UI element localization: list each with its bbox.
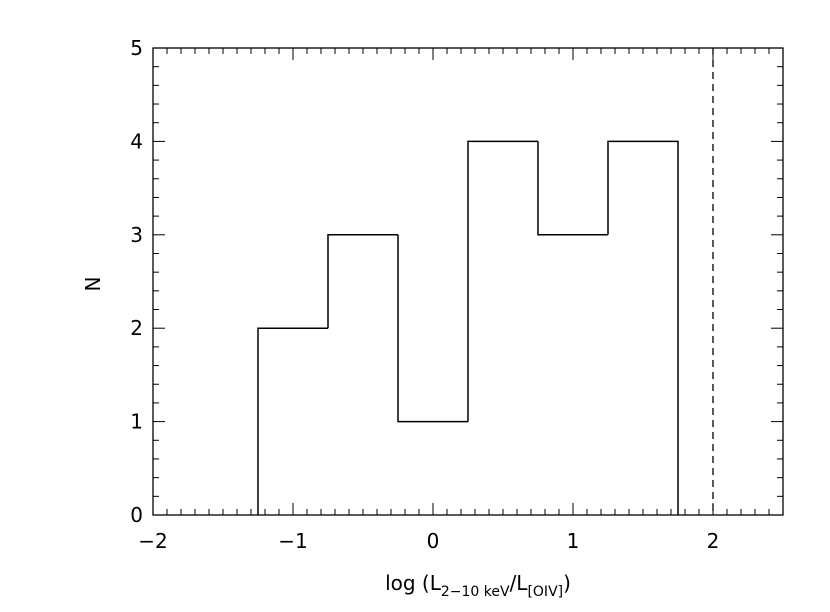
histogram-bars [257, 140, 679, 515]
x-tick-label: 1 [567, 529, 580, 553]
x-label-numerator-subscript: 2−10 keV [441, 584, 510, 600]
x-axis-label: log (L2−10 keV/L[OIV]) [385, 571, 571, 600]
x-label-slash: /L [510, 571, 529, 595]
histogram-bin [257, 327, 328, 515]
tick-labels: −2 −1 0 1 2 0 1 2 3 4 5 [130, 36, 719, 553]
y-axis-label: N [81, 277, 105, 292]
x-label-denominator-subscript: [OIV] [527, 584, 563, 600]
y-tick-label: 2 [130, 316, 143, 340]
histogram-bin [607, 140, 679, 515]
histogram-bin [537, 141, 608, 236]
y-tick-label: 5 [130, 36, 143, 60]
x-tick-label: −2 [138, 529, 167, 553]
y-tick-label: 3 [130, 223, 143, 247]
x-tick-label: 0 [427, 529, 440, 553]
y-tick-label: 4 [130, 129, 143, 153]
histogram-bin [467, 140, 538, 422]
y-tick-label: 1 [130, 410, 143, 434]
x-tick-label: −1 [278, 529, 307, 553]
x-tick-label: 2 [707, 529, 720, 553]
histogram-bin [397, 234, 468, 423]
histogram-bin [327, 234, 398, 329]
y-tick-label: 0 [130, 503, 143, 527]
x-label-suffix: ) [563, 571, 571, 595]
x-label-prefix: log (L [385, 571, 442, 595]
plot-frame [152, 47, 784, 516]
